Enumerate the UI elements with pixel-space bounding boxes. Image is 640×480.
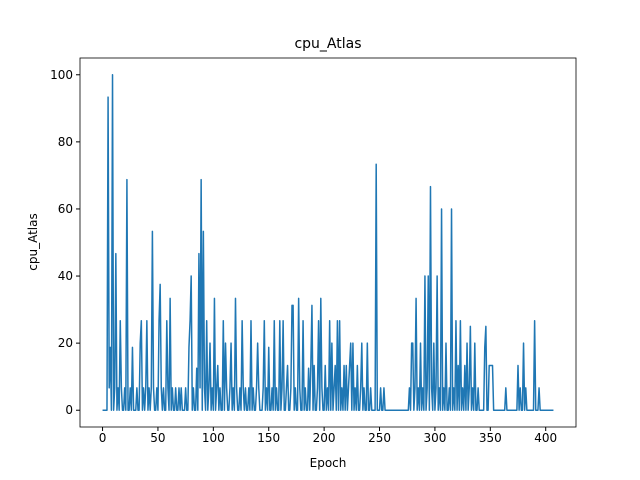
x-tick-label: 400 <box>534 431 557 445</box>
x-tick-label: 50 <box>150 431 165 445</box>
x-tick-label: 300 <box>423 431 446 445</box>
y-tick-label: 0 <box>65 403 73 417</box>
x-tick-label: 0 <box>99 431 107 445</box>
axes-frame <box>79 57 577 428</box>
data-line <box>102 74 554 411</box>
y-tick-label: 60 <box>58 202 73 216</box>
x-tick-label: 150 <box>257 431 280 445</box>
x-tick-label: 100 <box>202 431 225 445</box>
chart-title: cpu_Atlas <box>294 36 361 52</box>
y-axis-label: cpu_Atlas <box>26 213 40 270</box>
x-tick-label: 200 <box>313 431 336 445</box>
y-tick-label: 100 <box>50 68 73 82</box>
y-tick-label: 80 <box>58 135 73 149</box>
y-tick-label: 40 <box>58 269 73 283</box>
x-tick-label: 350 <box>479 431 502 445</box>
x-tick-label: 250 <box>368 431 391 445</box>
x-axis-label: Epoch <box>310 456 347 470</box>
y-tick-label: 20 <box>58 336 73 350</box>
